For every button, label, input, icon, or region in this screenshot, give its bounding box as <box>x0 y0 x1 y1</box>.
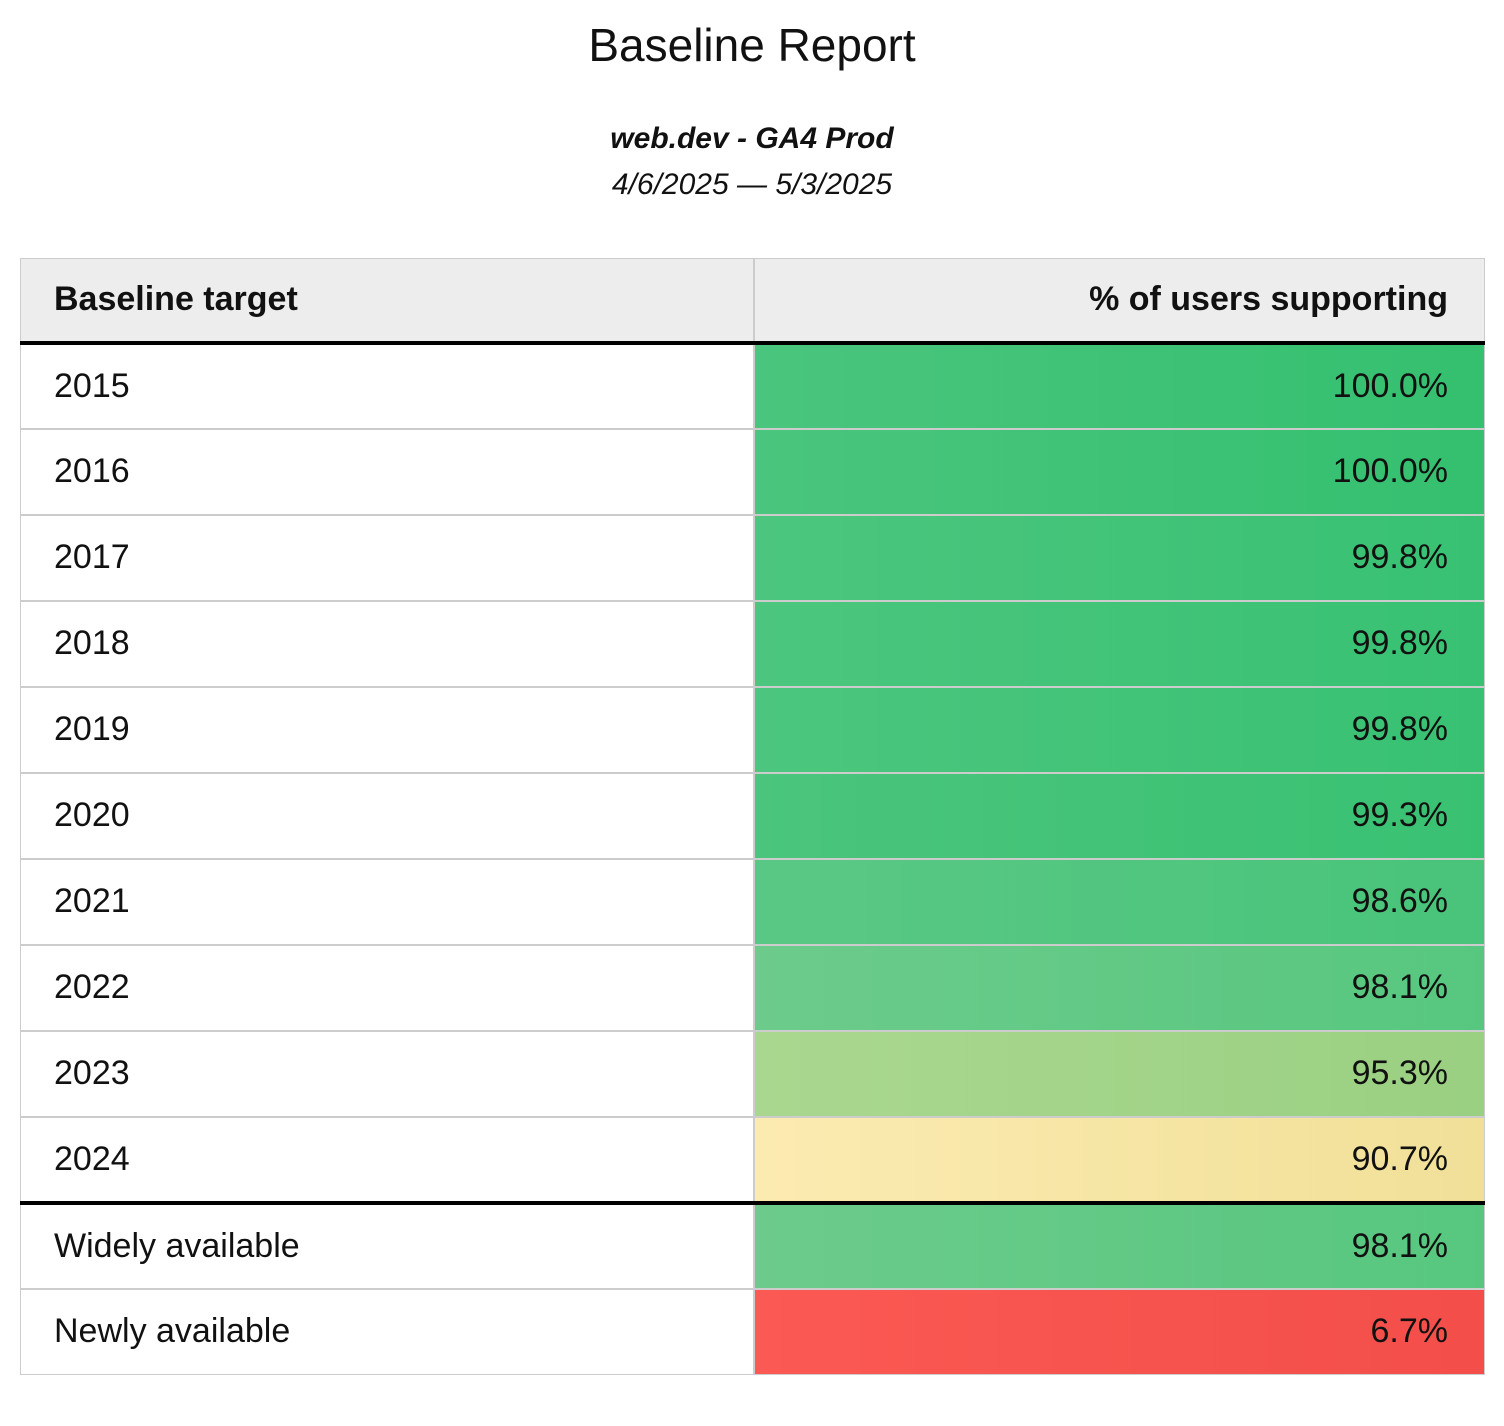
column-header-baseline-target: Baseline target <box>20 258 754 345</box>
table-row: 2024 90.7% <box>20 1115 1485 1203</box>
report-source: web.dev - GA4 Prod <box>610 122 894 156</box>
percent-value-cell: 99.8% <box>752 599 1485 687</box>
table-row: 2023 95.3% <box>20 1029 1485 1117</box>
percent-value-cell: 100.0% <box>752 427 1485 515</box>
percent-value-cell: 99.3% <box>752 771 1485 859</box>
percent-value-cell: 98.6% <box>752 857 1485 945</box>
baseline-target-cell: 2021 <box>20 857 754 945</box>
percent-value-cell: 98.1% <box>752 1200 1485 1289</box>
table-header-row: Baseline target % of users supporting <box>20 258 1485 345</box>
baseline-target-cell: 2023 <box>20 1029 754 1117</box>
page-title: Baseline Report <box>588 19 916 71</box>
table-row: Widely available 98.1% <box>20 1200 1485 1289</box>
percent-value-cell: 90.7% <box>752 1115 1485 1203</box>
baseline-target-cell: Widely available <box>20 1200 754 1289</box>
table-row: 2015 100.0% <box>20 341 1485 429</box>
baseline-target-cell: 2017 <box>20 513 754 601</box>
percent-value-cell: 95.3% <box>752 1029 1485 1117</box>
baseline-target-cell: 2019 <box>20 685 754 773</box>
table-row: 2017 99.8% <box>20 513 1485 601</box>
percent-value-cell: 98.1% <box>752 943 1485 1031</box>
baseline-target-cell: 2024 <box>20 1115 754 1203</box>
report-date-range: 4/6/2025 — 5/3/2025 <box>611 168 893 202</box>
baseline-target-cell: 2016 <box>20 427 754 515</box>
percent-value-cell: 99.8% <box>752 513 1485 601</box>
table-row: Newly available 6.7% <box>20 1287 1485 1375</box>
report-header: Baseline Report web.dev - GA4 Prod 4/6/2… <box>0 18 1504 203</box>
table-row: 2022 98.1% <box>20 943 1485 1031</box>
percent-value-cell: 100.0% <box>752 341 1485 429</box>
baseline-target-cell: 2022 <box>20 943 754 1031</box>
table-row: 2016 100.0% <box>20 427 1485 515</box>
percent-value-cell: 99.8% <box>752 685 1485 773</box>
baseline-target-cell: 2015 <box>20 341 754 429</box>
percent-value-cell: 6.7% <box>752 1287 1485 1375</box>
table-body: 2015 100.0% 2016 100.0% 2017 99.8% 2018 … <box>20 341 1485 1375</box>
table-row: 2019 99.8% <box>20 685 1485 773</box>
baseline-table: Baseline target % of users supporting 20… <box>20 258 1485 1376</box>
baseline-target-cell: 2020 <box>20 771 754 859</box>
table-row: 2020 99.3% <box>20 771 1485 859</box>
baseline-target-cell: 2018 <box>20 599 754 687</box>
table-row: 2021 98.6% <box>20 857 1485 945</box>
table-row: 2018 99.8% <box>20 599 1485 687</box>
column-header-percent-supporting: % of users supporting <box>752 258 1485 345</box>
baseline-target-cell: Newly available <box>20 1287 754 1375</box>
